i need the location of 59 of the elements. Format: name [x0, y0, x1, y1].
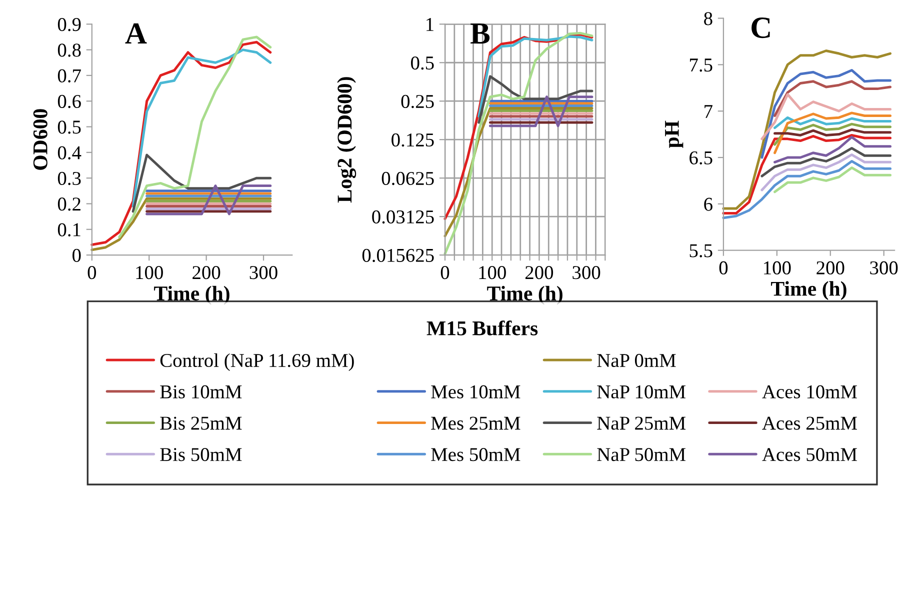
legend-label: Mes 10mM — [431, 385, 520, 398]
y-axis-title: pH — [665, 120, 684, 148]
legend-label: Aces 50mM — [762, 448, 857, 462]
x-axis-title: Time (h) — [487, 286, 562, 305]
y-tick-label: 0.03125 — [372, 210, 434, 224]
y-axis-title: OD600 — [33, 109, 48, 170]
y-tick-label: 0.2 — [58, 198, 80, 211]
y-tick-label: 0.3 — [58, 172, 81, 186]
y-tick-label: 7.5 — [690, 58, 712, 72]
legend-label: Control (NaP 11.69 mM) — [160, 353, 354, 371]
x-axis-title: Time (h) — [154, 286, 230, 305]
y-tick-label: 0.125 — [392, 133, 434, 147]
legend-label: NaP 0mM — [597, 354, 676, 368]
y-tick-label: 0.1 — [58, 223, 80, 236]
chart-title: A — [125, 23, 147, 44]
y-tick-label: 0.9 — [58, 18, 81, 32]
legend-label: Bis 10mM — [160, 385, 242, 398]
legend-label: Mes 50mM — [431, 448, 520, 462]
x-tick-label: 300 — [250, 266, 278, 280]
y-axis-title: Log2 (OD600) — [337, 77, 356, 203]
y-tick-label: 0.6 — [58, 94, 81, 108]
legend-label: Aces 10mM — [762, 385, 857, 398]
y-tick-label: 0.4 — [58, 146, 82, 160]
x-tick-label: 300 — [572, 266, 600, 280]
legend-label: NaP 50mM — [597, 448, 686, 462]
legend-label: NaP 25mM — [597, 416, 686, 430]
y-tick-label: 6.5 — [690, 151, 712, 165]
x-tick-label: 100 — [764, 261, 791, 274]
y-tick-label: 0.015625 — [362, 248, 434, 262]
y-tick-label: 5.5 — [690, 244, 712, 258]
legend-label: Bis 25mM — [160, 416, 242, 430]
legend-label: Bis 50mM — [160, 448, 242, 462]
legend-title: M15 Buffers — [426, 320, 538, 336]
x-tick-label: 0 — [440, 266, 450, 280]
y-tick-label: 0.5 — [58, 120, 81, 134]
x-tick-label: 100 — [136, 266, 163, 280]
chart-title: B — [470, 24, 490, 44]
x-tick-label: 0 — [719, 261, 728, 274]
x-axis-title: Time (h) — [771, 281, 846, 300]
y-tick-label: 0.5 — [411, 56, 434, 70]
x-tick-label: 200 — [192, 266, 220, 280]
x-tick-label: 200 — [525, 266, 554, 280]
legend-label: NaP 10mM — [597, 385, 686, 398]
y-tick-label: 0.7 — [58, 69, 81, 82]
x-tick-label: 0 — [88, 266, 96, 280]
y-tick-label: 0.0625 — [382, 172, 434, 186]
x-tick-label: 200 — [816, 261, 844, 274]
chart-title: C — [752, 18, 770, 38]
y-tick-label: 6 — [704, 198, 712, 211]
y-tick-label: 8 — [704, 12, 712, 26]
y-tick-label: 7 — [704, 105, 712, 118]
legend-label: Mes 25mM — [431, 416, 520, 430]
y-tick-label: 0.8 — [58, 44, 81, 57]
y-tick-label: 0.25 — [401, 94, 434, 108]
x-tick-label: 300 — [870, 261, 898, 274]
legend-label: Aces 25mM — [762, 416, 857, 430]
y-tick-label: 1 — [426, 18, 434, 31]
x-tick-label: 100 — [479, 266, 506, 280]
y-tick-label: 0 — [72, 248, 81, 262]
